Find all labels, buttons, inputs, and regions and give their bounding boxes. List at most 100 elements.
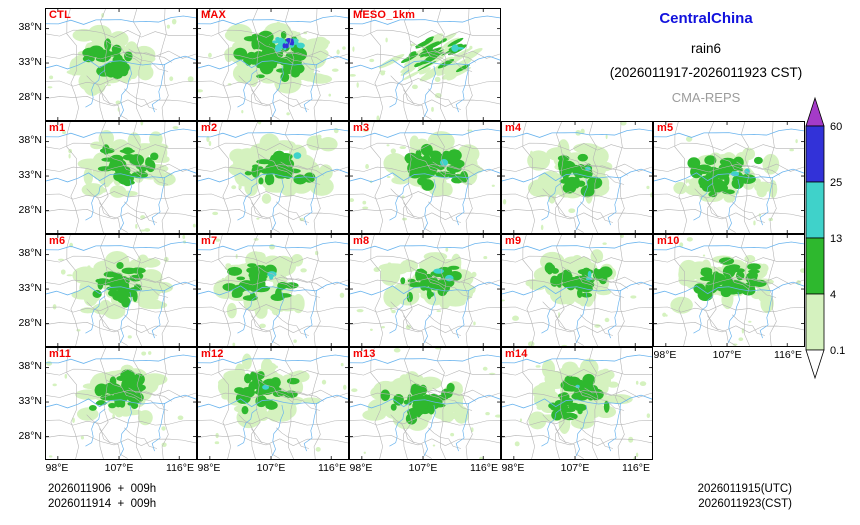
valid-time-utc: 2026011915(UTC) bbox=[697, 483, 792, 495]
precip-map-m11 bbox=[46, 348, 196, 459]
panel-label: m4 bbox=[505, 122, 522, 134]
panel-label: m3 bbox=[353, 122, 370, 134]
panel-label: m8 bbox=[353, 235, 370, 247]
valid-time-cst: 2026011923(CST) bbox=[698, 498, 792, 510]
colorbar: 60 25 13 4 0.1 bbox=[804, 96, 856, 393]
lon-tick-label: 116°E bbox=[774, 349, 802, 361]
precip-map-CTL bbox=[46, 9, 196, 120]
panel-m2: m2 bbox=[197, 121, 349, 234]
precip-map-m3 bbox=[350, 122, 500, 233]
panel-m9: m9 bbox=[501, 234, 653, 347]
precip-map-m13 bbox=[350, 348, 500, 459]
lat-tick-label: 33°N bbox=[18, 395, 42, 407]
panel-label: m10 bbox=[657, 235, 680, 247]
colorbar-seg-25-60 bbox=[805, 125, 825, 183]
panel-label: m2 bbox=[201, 122, 218, 134]
precip-map-m5 bbox=[654, 122, 804, 233]
panel-m13: m13 bbox=[349, 347, 501, 460]
panel-label: CTL bbox=[49, 9, 71, 21]
panel-MAX: MAX bbox=[197, 8, 349, 121]
lat-tick-label: 28°N bbox=[18, 317, 42, 329]
panel-label: m1 bbox=[49, 122, 66, 134]
precip-map-m9 bbox=[502, 235, 652, 346]
lon-tick-label: 116°E bbox=[622, 462, 650, 474]
panel-m7: m7 bbox=[197, 234, 349, 347]
lon-tick-label: 98°E bbox=[501, 462, 525, 474]
lon-tick-label: 98°E bbox=[45, 462, 69, 474]
lat-tick-label: 33°N bbox=[18, 56, 42, 68]
panel-CTL: CTL bbox=[45, 8, 197, 121]
precip-map-m7 bbox=[198, 235, 348, 346]
precip-map-m1 bbox=[46, 122, 196, 233]
panel-m10: m10 bbox=[653, 234, 805, 347]
lat-tick-label: 28°N bbox=[18, 204, 42, 216]
panel-label: MAX bbox=[201, 9, 227, 21]
panel-label: m5 bbox=[657, 122, 674, 134]
colorbar-seg-4-13 bbox=[805, 237, 825, 295]
lon-tick-label: 116°E bbox=[470, 462, 498, 474]
lon-tick-label: 107°E bbox=[712, 349, 742, 361]
lat-tick-label: 38°N bbox=[18, 360, 42, 372]
panel-label: m13 bbox=[353, 348, 376, 360]
panel-m6: m6 bbox=[45, 234, 197, 347]
panel-MESO_1km: MESO_1km bbox=[349, 8, 501, 121]
panel-m5: m5 bbox=[653, 121, 805, 234]
precip-map-m10 bbox=[654, 235, 804, 346]
title-period: (2026011917-2026011923 CST) bbox=[609, 65, 803, 80]
precip-map-m12 bbox=[198, 348, 348, 459]
lon-tick-label: 107°E bbox=[256, 462, 286, 474]
lat-tick-label: 28°N bbox=[18, 430, 42, 442]
lon-tick-label: 107°E bbox=[560, 462, 590, 474]
panel-label: MESO_1km bbox=[353, 9, 416, 21]
lon-tick-label: 98°E bbox=[653, 349, 677, 361]
precip-map-MESO_1km bbox=[350, 9, 500, 120]
lat-tick-label: 38°N bbox=[18, 21, 42, 33]
panel-label: m6 bbox=[49, 235, 66, 247]
colorbar-seg-0.1-4 bbox=[805, 293, 825, 351]
lon-tick-label: 116°E bbox=[166, 462, 194, 474]
colorbar-level-label: 25 bbox=[830, 177, 842, 189]
title-block: CentralChina rain6 (2026011917-202601192… bbox=[556, 10, 856, 105]
lon-tick-label: 107°E bbox=[408, 462, 438, 474]
precip-map-m6 bbox=[46, 235, 196, 346]
colorbar-svg: 60 25 13 4 0.1 bbox=[805, 96, 845, 380]
lat-tick-label: 33°N bbox=[18, 282, 42, 294]
panel-label: m9 bbox=[505, 235, 522, 247]
panel-label: m12 bbox=[201, 348, 224, 360]
panel-m8: m8 bbox=[349, 234, 501, 347]
init-time-line1: 2026011906 + 009h bbox=[48, 483, 157, 495]
title-region: CentralChina bbox=[659, 10, 753, 27]
colorbar-level-label: 13 bbox=[830, 233, 842, 245]
colorbar-level-label: 60 bbox=[830, 121, 842, 133]
precip-map-m2 bbox=[198, 122, 348, 233]
title-model: CMA-REPS bbox=[671, 90, 741, 105]
lon-tick-label: 98°E bbox=[197, 462, 221, 474]
panel-m1: m1 bbox=[45, 121, 197, 234]
lon-tick-label: 116°E bbox=[318, 462, 346, 474]
panel-m3: m3 bbox=[349, 121, 501, 234]
init-time-line2: 2026011914 + 009h bbox=[48, 498, 157, 510]
colorbar-arrow-top bbox=[805, 96, 825, 127]
lat-tick-label: 28°N bbox=[18, 91, 42, 103]
colorbar-seg-13-25 bbox=[805, 181, 825, 239]
lon-tick-label: 107°E bbox=[104, 462, 134, 474]
precip-map-MAX bbox=[198, 9, 348, 120]
precip-map-m14 bbox=[502, 348, 652, 459]
lat-tick-label: 38°N bbox=[18, 134, 42, 146]
precip-map-m8 bbox=[350, 235, 500, 346]
panel-m11: m11 bbox=[45, 347, 197, 460]
panel-m4: m4 bbox=[501, 121, 653, 234]
lat-tick-label: 33°N bbox=[18, 169, 42, 181]
colorbar-level-label: 4 bbox=[830, 289, 836, 301]
panel-label: m11 bbox=[49, 348, 72, 360]
lat-tick-label: 38°N bbox=[18, 247, 42, 259]
lon-tick-label: 98°E bbox=[349, 462, 373, 474]
panel-label: m7 bbox=[201, 235, 218, 247]
title-variable: rain6 bbox=[690, 41, 722, 56]
colorbar-arrow-bottom bbox=[805, 349, 825, 380]
panel-label: m14 bbox=[505, 348, 528, 360]
precip-map-m4 bbox=[502, 122, 652, 233]
colorbar-level-label: 0.1 bbox=[830, 345, 845, 357]
panel-m12: m12 bbox=[197, 347, 349, 460]
panel-m14: m14 bbox=[501, 347, 653, 460]
